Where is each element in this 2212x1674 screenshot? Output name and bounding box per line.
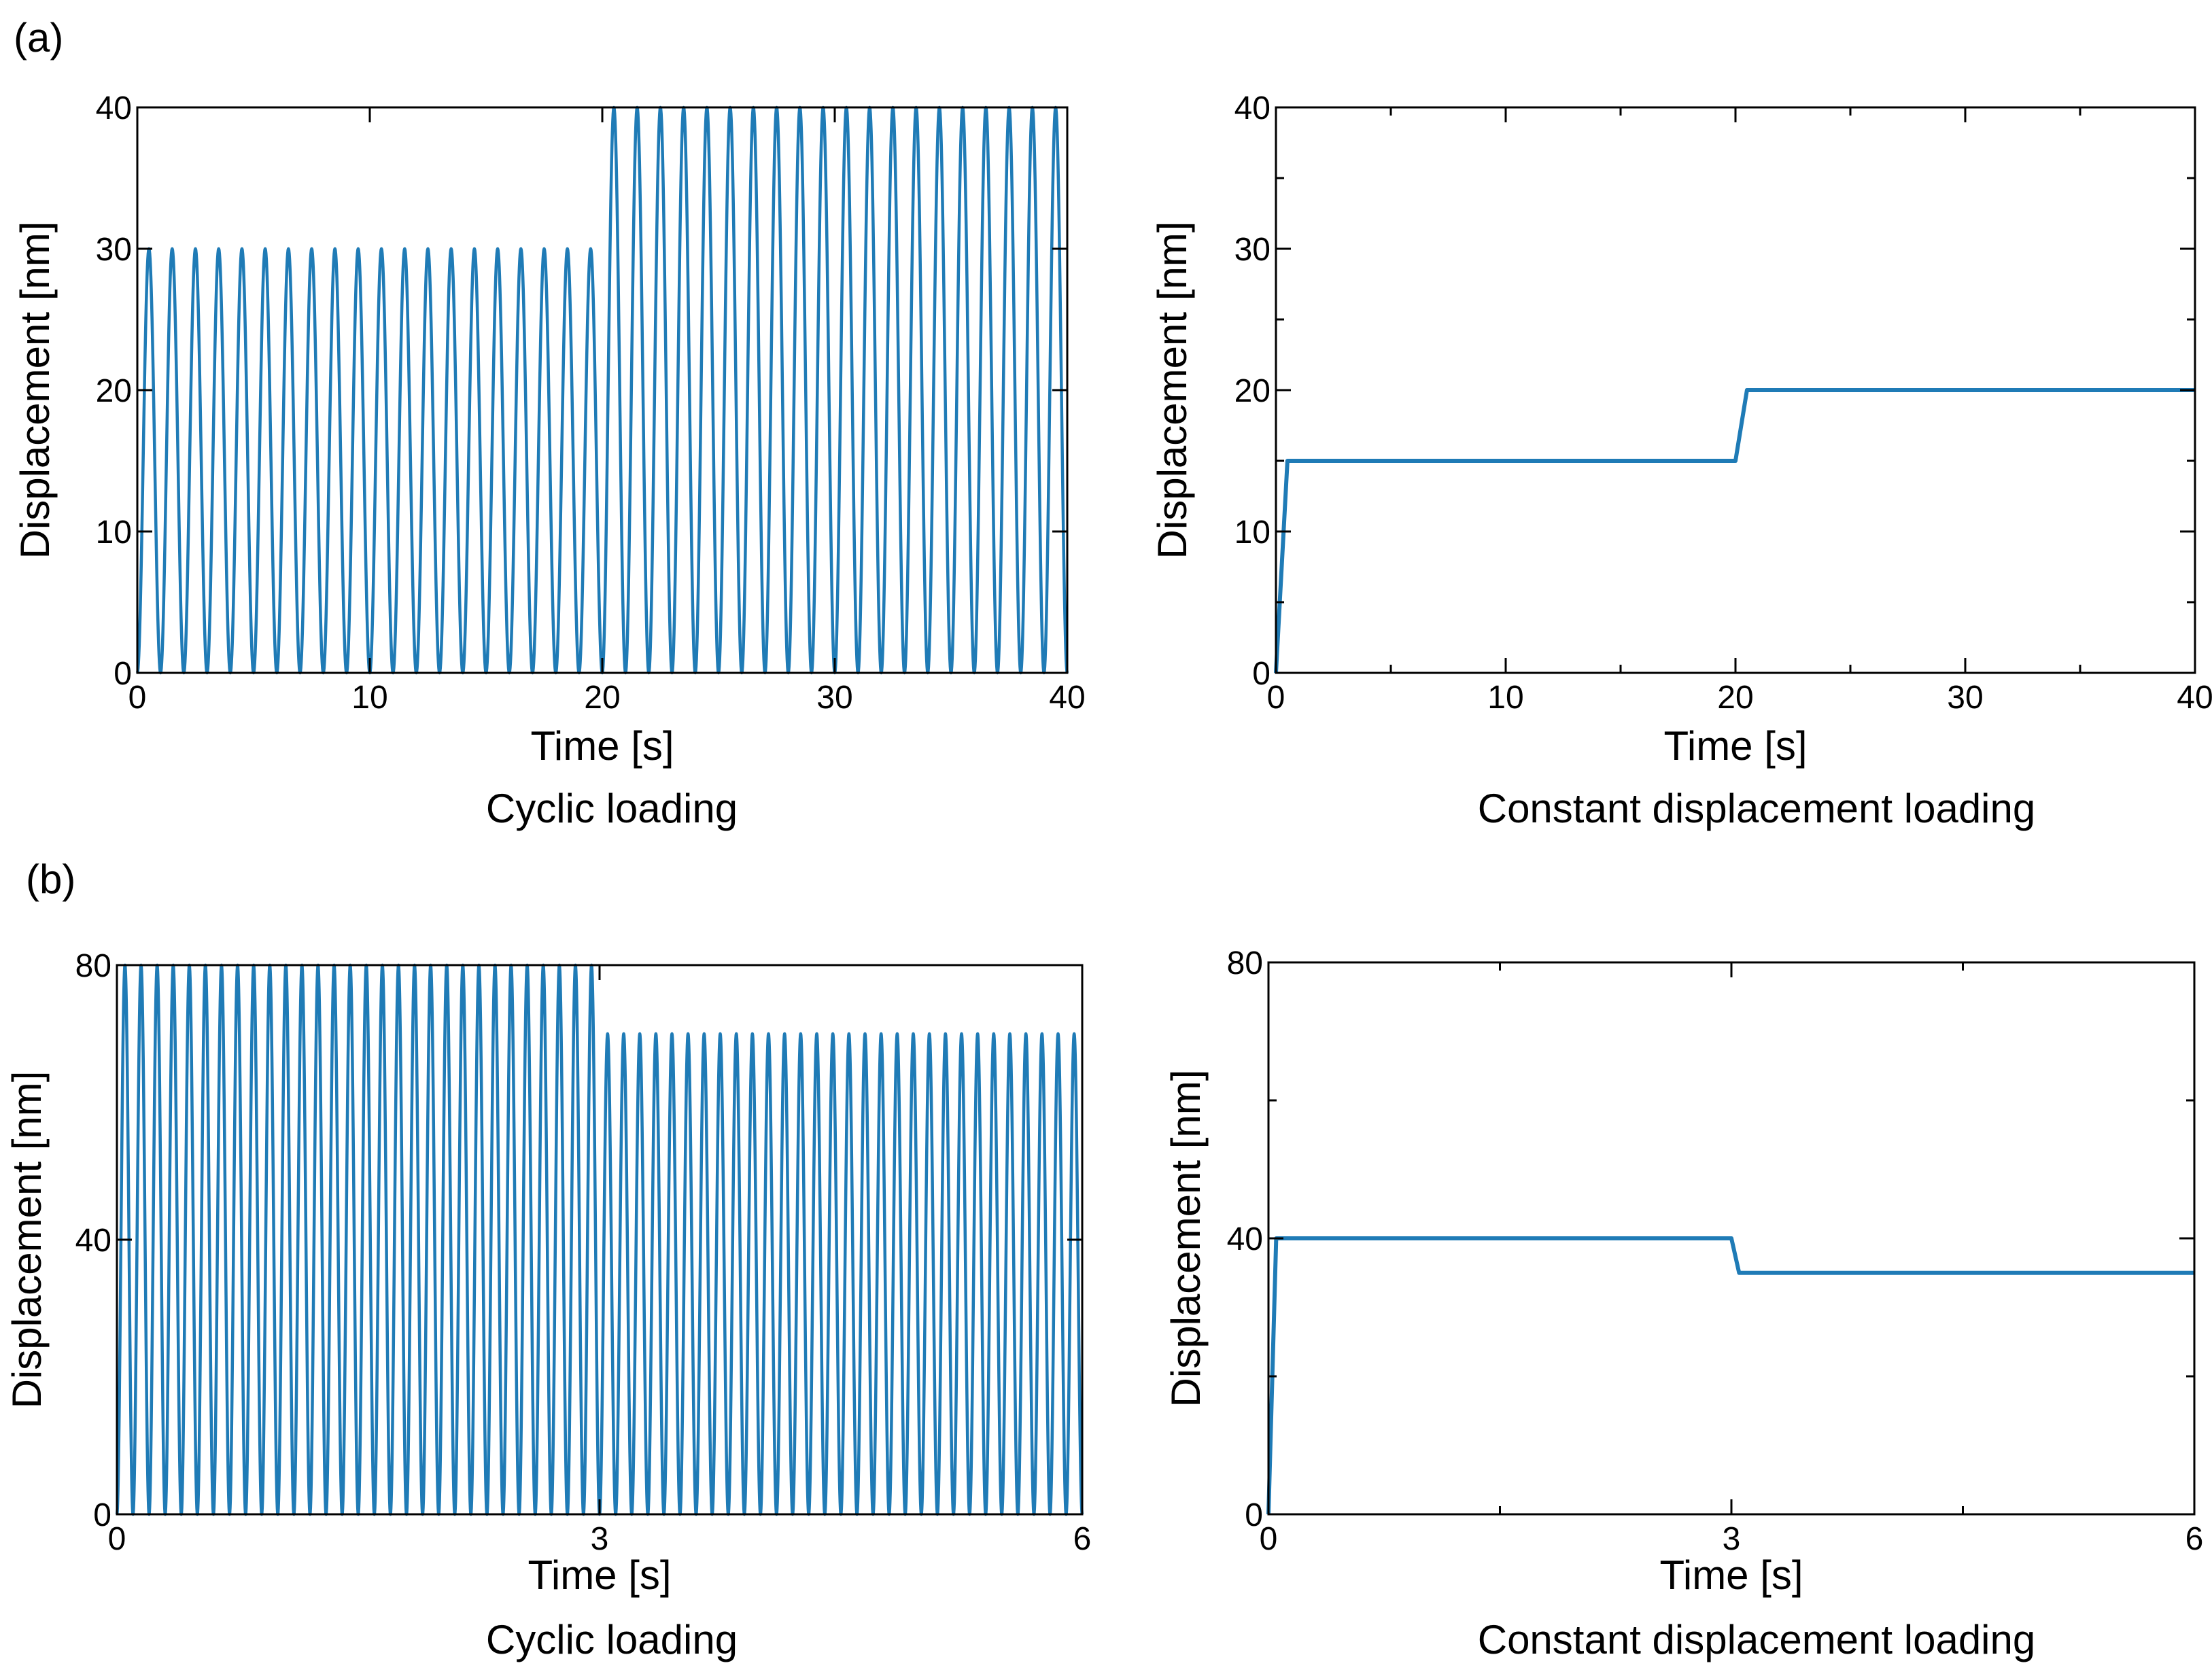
y-tick-label: 0	[1245, 1497, 1263, 1533]
x-tick-label: 40	[2177, 680, 2212, 716]
x-tick-label: 0	[108, 1521, 126, 1557]
chart-1: 0 10 20 30 40 0 10 20 30 40 Time [s] Displacement […	[12, 90, 1086, 831]
series-line	[1266, 1236, 2194, 1515]
y-tick-label: 40	[96, 90, 132, 126]
y-axis-label: Displacement [nm]	[1150, 222, 1195, 559]
chart-caption: Cyclic loading	[486, 786, 738, 831]
y-axis-label: Displacement [nm]	[1163, 1070, 1209, 1408]
x-tick-label: 0	[1260, 1521, 1278, 1557]
chart-caption: Constant displacement loading	[1478, 1617, 2036, 1662]
y-tick-label: 20	[1234, 373, 1271, 409]
x-tick-label: 6	[1073, 1521, 1092, 1557]
y-axis-label: Displacement [nm]	[12, 222, 58, 559]
x-axis-label: Time [s]	[1659, 1552, 1803, 1598]
panel-label-a: (a)	[14, 15, 63, 60]
chart-2: 0 10 20 30 40 0 10 20 30 40 Time [s] Displacement […	[1150, 90, 2212, 831]
x-tick-label: 0	[1267, 680, 1285, 716]
x-tick-label: 30	[1947, 680, 1983, 716]
x-tick-label: 10	[351, 680, 387, 716]
chart-4: 0 3 6 0 40 80 Time [s] Displacement [nm] Constan…	[1163, 945, 2203, 1662]
y-tick-label: 80	[75, 948, 111, 984]
y-axis-label: Displacement [nm]	[4, 1071, 50, 1409]
x-tick-label: 30	[816, 680, 852, 716]
x-tick-label: 20	[1717, 680, 1753, 716]
y-tick-label: 30	[96, 232, 132, 268]
x-axis-label: Time [s]	[1663, 723, 1807, 769]
panel-label-b: (b)	[26, 856, 75, 902]
x-axis-label: Time [s]	[528, 1552, 671, 1598]
x-tick-label: 10	[1487, 680, 1523, 716]
y-tick-label: 0	[114, 656, 132, 692]
x-tick-label: 40	[1049, 680, 1085, 716]
x-tick-label: 20	[584, 680, 620, 716]
y-tick-label: 40	[1227, 1221, 1263, 1257]
y-tick-label: 20	[96, 373, 132, 409]
y-tick-label: 80	[1227, 945, 1263, 981]
y-tick-label: 10	[96, 515, 132, 551]
y-tick-label: 0	[93, 1497, 111, 1533]
y-tick-label: 40	[1234, 90, 1271, 126]
chart-caption: Cyclic loading	[486, 1617, 738, 1662]
x-tick-label: 3	[1723, 1521, 1741, 1557]
y-tick-label: 30	[1234, 232, 1271, 268]
chart-caption: Constant displacement loading	[1478, 786, 2036, 831]
x-tick-label: 3	[591, 1521, 609, 1557]
y-tick-label: 40	[75, 1223, 111, 1259]
y-tick-label: 10	[1234, 515, 1271, 551]
x-tick-label: 0	[128, 680, 147, 716]
chart-3: 0 3 6 0 40 80 Time [s] Displacement [nm] Cyclic …	[4, 948, 1091, 1662]
x-tick-label: 6	[2185, 1521, 2204, 1557]
x-axis-label: Time [s]	[530, 723, 674, 769]
y-tick-label: 0	[1252, 656, 1271, 692]
